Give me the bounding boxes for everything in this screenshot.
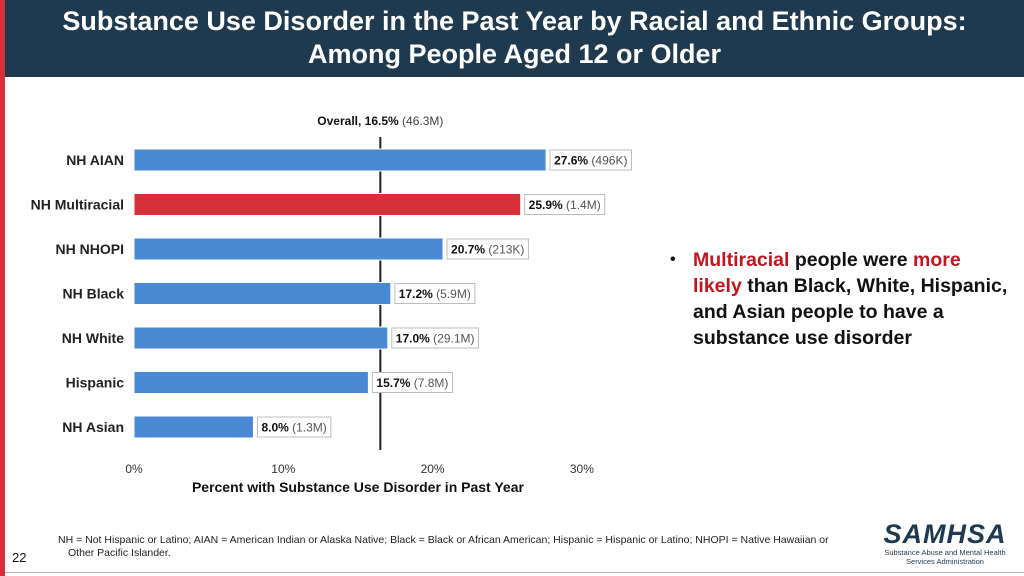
footnote-line-1: NH = Not Hispanic or Latino; AIAN = Amer…	[58, 534, 829, 546]
logo-subtitle-2: Services Administration	[906, 557, 984, 566]
data-label-box-nh-asian	[256, 416, 332, 438]
page-number: 22	[12, 550, 27, 565]
highlight-more-likely: more likely	[693, 249, 961, 297]
x-axis-title: Percent with Substance Use Disorder in P…	[192, 479, 525, 495]
samhsa-logo: SAMHSA Substance Abuse and Mental Health…	[880, 520, 1010, 566]
bullet-text-2: than Black, White, Hispanic, and Asian p…	[693, 275, 1008, 349]
data-label-nh-asian: 8.0% (1.3M)	[261, 421, 326, 435]
category-label-nh-multiracial: NH Multiracial	[31, 197, 124, 213]
data-label-box-nh-black	[394, 283, 476, 304]
data-label-nh-nhopi: 20.7% (213K)	[451, 243, 524, 257]
title-banner: Substance Use Disorder in the Past Year …	[5, 0, 1024, 77]
bar-nh-asian	[133, 415, 254, 439]
left-accent-stripe	[0, 0, 5, 576]
bullet-dot-icon: •	[670, 251, 676, 268]
bar-chart: Overall, 16.5% (46.3M) NH AIAN 27.6% (496K…	[31, 114, 632, 495]
footnote-line-2: Other Pacific Islander.	[68, 547, 171, 559]
category-label-nh-asian: NH Asian	[62, 419, 124, 435]
highlight-multiracial: Multiracial	[693, 249, 790, 271]
data-label-nh-white: 17.0% (29.1M)	[396, 332, 475, 346]
x-tick-label-10: 10%	[271, 462, 295, 476]
bar-nh-multiracial	[133, 193, 522, 216]
bar-nh-black	[133, 282, 392, 305]
data-label-box-nh-multiracial	[524, 194, 606, 215]
bar-nh-nhopi	[133, 237, 444, 261]
slide-title-line-2: Among People Aged 12 or Older	[307, 39, 722, 69]
bar-nh-aian	[133, 148, 547, 172]
data-label-nh-aian: 27.6% (496K)	[554, 154, 627, 168]
key-finding-text: Multiracial people were more likely than…	[693, 247, 1008, 351]
bullet-text-1: people were	[789, 249, 913, 271]
category-label-nh-black: NH Black	[63, 286, 125, 302]
bar-nh-white	[133, 326, 389, 350]
x-tick-label-30: 30%	[570, 462, 594, 476]
category-label-nh-aian: NH AIAN	[66, 152, 124, 168]
bottom-divider	[5, 572, 1024, 573]
data-label-nh-black: 17.2% (5.9M)	[399, 287, 471, 301]
data-label-box-nh-aian	[549, 149, 632, 171]
data-label-box-nh-white	[391, 327, 480, 349]
logo-subtitle-1: Substance Abuse and Mental Health	[884, 548, 1006, 557]
category-label-nh-white: NH White	[62, 330, 124, 346]
x-tick-label-0: 0%	[125, 462, 143, 476]
overall-reference-label: Overall, 16.5% (46.3M)	[317, 114, 443, 128]
category-label-hispanic: Hispanic	[66, 375, 125, 391]
data-label-nh-multiracial: 25.9% (1.4M)	[529, 198, 601, 212]
logo-wordmark: SAMHSA	[883, 519, 1007, 549]
bar-hispanic	[133, 371, 369, 394]
slide-title-line-1: Substance Use Disorder in the Past Year …	[62, 6, 967, 36]
data-label-hispanic: 15.7% (7.8M)	[376, 376, 448, 390]
data-label-box-nh-nhopi	[446, 238, 529, 260]
x-tick-label-20: 20%	[421, 462, 445, 476]
category-label-nh-nhopi: NH NHOPI	[56, 241, 124, 257]
footnote: NH = Not Hispanic or Latino; AIAN = Amer…	[58, 534, 858, 560]
data-label-box-hispanic	[371, 372, 453, 393]
